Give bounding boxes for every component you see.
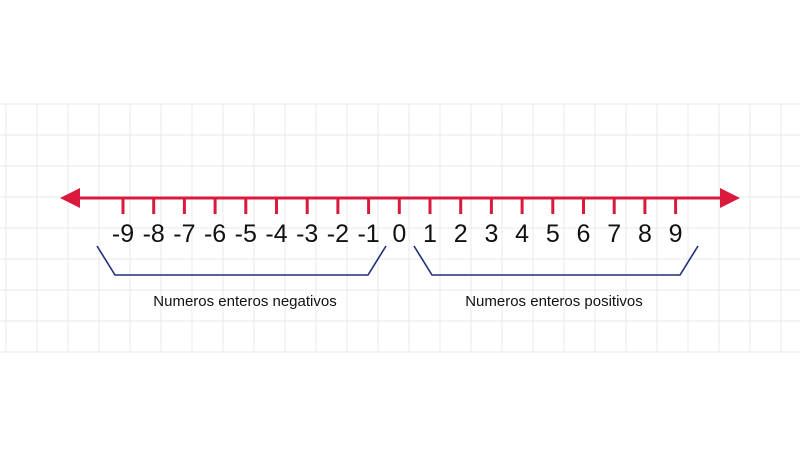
tick-label: 5: [546, 220, 560, 248]
tick-label: 6: [577, 220, 591, 248]
tick-label: -8: [143, 220, 165, 248]
tick-label: -3: [296, 220, 318, 248]
negative-bracket: [96, 245, 387, 276]
tick-label: 1: [423, 220, 437, 248]
tick-label: -6: [204, 220, 226, 248]
tick-label: 8: [638, 220, 652, 248]
tick-label: -1: [357, 220, 379, 248]
tick-label: -2: [327, 220, 349, 248]
positive-bracket: [413, 245, 699, 276]
background-grid: [0, 103, 800, 353]
tick-marks: [121, 198, 678, 214]
positive-integers-label: Numeros enteros positivos: [465, 293, 643, 310]
negative-integers-label: Numeros enteros negativos: [153, 293, 336, 310]
tick-label: 2: [454, 220, 468, 248]
tick-labels: -9 -8 -7 -6 -5 -4 -3 -2 -1 0 1 2 3 4 5 6 7 8 9: [112, 220, 683, 248]
tick-label: 9: [669, 220, 683, 248]
tick-label: -5: [235, 220, 257, 248]
tick-label: -4: [265, 220, 287, 248]
tick-label: 3: [484, 220, 498, 248]
tick-label: 4: [515, 220, 529, 248]
right-arrowhead: [720, 188, 740, 208]
tick-label: -7: [173, 220, 195, 248]
tick-label: 0: [392, 220, 406, 248]
left-arrowhead: [60, 188, 80, 208]
tick-label: -9: [112, 220, 134, 248]
tick-label: 7: [607, 220, 621, 248]
